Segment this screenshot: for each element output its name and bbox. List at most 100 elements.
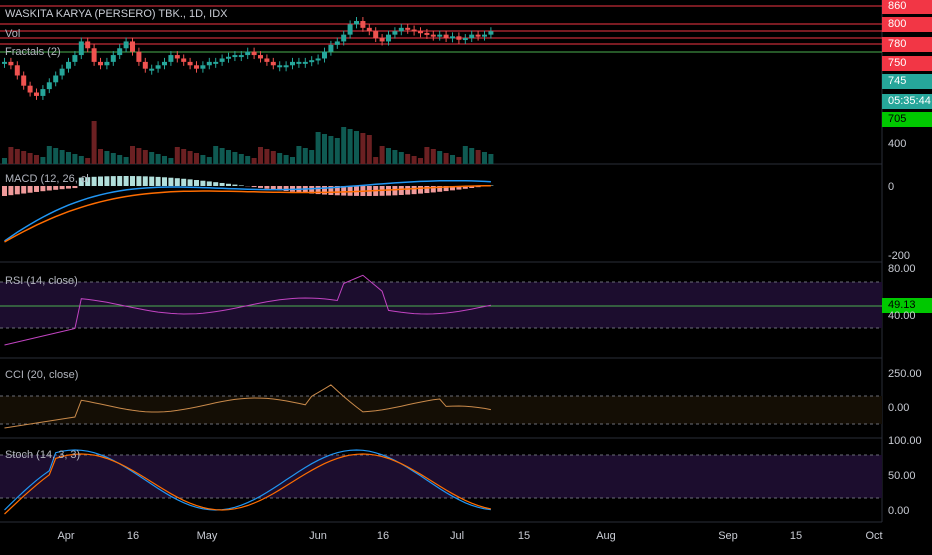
macd-hist-bar: [40, 186, 45, 191]
macd-hist-bar: [124, 176, 129, 186]
volume-bar: [316, 132, 321, 164]
candle-body: [232, 55, 237, 57]
xtick-oct: Oct: [865, 530, 882, 542]
volume-bar: [284, 155, 289, 164]
macd-hist-bar: [60, 186, 65, 189]
candle-body: [482, 35, 487, 37]
volume-bar: [232, 152, 237, 164]
volume-bar: [149, 152, 154, 164]
volume-bar: [2, 158, 7, 164]
volume-bar: [156, 154, 161, 164]
candle-body: [104, 62, 109, 65]
macd-hist-bar: [220, 183, 225, 186]
volume-bar: [341, 127, 346, 164]
macd-hist-bar: [232, 185, 237, 186]
volume-bar: [431, 149, 436, 164]
countdown-tag: 05:35:44: [882, 94, 932, 109]
candle-body: [53, 75, 58, 82]
volume-bar: [143, 150, 148, 164]
candle-body: [245, 52, 250, 55]
candle-body: [188, 62, 193, 65]
candle-body: [303, 62, 308, 64]
candle-body: [322, 52, 327, 59]
macd-hist-bar: [2, 186, 7, 196]
candle-body: [8, 62, 13, 65]
candle-body: [271, 62, 276, 65]
candle-body: [399, 28, 404, 31]
volume-bar: [296, 146, 301, 164]
candle-body: [252, 52, 257, 55]
candle-body: [341, 35, 346, 42]
price-tag-800: 800: [882, 17, 932, 32]
volume-bar: [21, 151, 26, 164]
volume-bar: [290, 157, 295, 164]
stoch-band: [0, 455, 882, 498]
xtick-sep15: 15: [790, 530, 802, 542]
macd-hist-bar: [418, 186, 423, 194]
macd-hist-bar: [188, 179, 193, 186]
volume-bar: [104, 151, 109, 164]
macd-hist-bar: [405, 186, 410, 195]
candle-body: [437, 35, 442, 37]
volume-bar: [188, 151, 193, 164]
candle-body: [21, 75, 26, 85]
price-tick-400: 400: [888, 138, 906, 150]
cci-tick-250: 250.00: [888, 368, 922, 380]
candle-body: [213, 62, 218, 64]
candle-body: [200, 65, 205, 68]
volume-bar: [53, 148, 58, 164]
volume-bar: [469, 148, 474, 164]
stoch-tick-50: 50.00: [888, 470, 916, 482]
volume-bar: [252, 158, 257, 164]
candle-body: [2, 62, 7, 64]
volume-bar: [194, 153, 199, 164]
stoch-tick-0: 0.00: [888, 505, 909, 517]
candle-body: [34, 93, 39, 96]
macd-hist-bar: [162, 177, 167, 186]
volume-bar: [111, 153, 116, 164]
macd-hist-bar: [392, 186, 397, 195]
candle-body: [60, 69, 65, 76]
candle-body: [85, 41, 90, 48]
volume-bar: [277, 153, 282, 164]
volume-bar: [476, 150, 481, 164]
volume-bar: [463, 146, 468, 164]
macd-hist-bar: [264, 186, 269, 189]
volume-bar: [271, 151, 276, 164]
volume-bar: [456, 157, 461, 164]
macd-hist-bar: [8, 186, 13, 195]
xtick-may: May: [197, 530, 218, 542]
candle-body: [450, 36, 455, 38]
volume-bar: [136, 148, 141, 164]
candle-body: [111, 55, 116, 62]
macd-hist-bar: [226, 184, 231, 186]
macd-line: [5, 181, 491, 241]
fractals-label: Fractals (2): [5, 46, 61, 58]
candle-body: [290, 62, 295, 65]
macd-hist-bar: [424, 186, 429, 193]
candle-body: [175, 55, 180, 58]
candle-body: [15, 65, 20, 75]
macd-hist-bar: [66, 186, 71, 189]
last-price-tag: 745: [882, 74, 932, 89]
volume-bar: [181, 149, 186, 164]
rsi-label: RSI (14, close): [5, 275, 78, 287]
volume-bar: [47, 146, 52, 164]
volume-bar: [322, 134, 327, 164]
volume-bar: [264, 149, 269, 164]
volume-bar: [130, 146, 135, 164]
candle-body: [476, 35, 481, 37]
volume-bar: [418, 158, 423, 164]
volume-bar: [239, 154, 244, 164]
candle-body: [456, 36, 461, 39]
volume-bar: [98, 149, 103, 164]
macd-hist-bar: [143, 176, 148, 186]
volume-bar: [168, 158, 173, 164]
candle-body: [488, 31, 493, 34]
xtick-jun16: 16: [377, 530, 389, 542]
candle-body: [348, 24, 353, 34]
volume-bar: [79, 156, 84, 164]
candle-body: [424, 33, 429, 35]
candle-body: [258, 55, 263, 58]
